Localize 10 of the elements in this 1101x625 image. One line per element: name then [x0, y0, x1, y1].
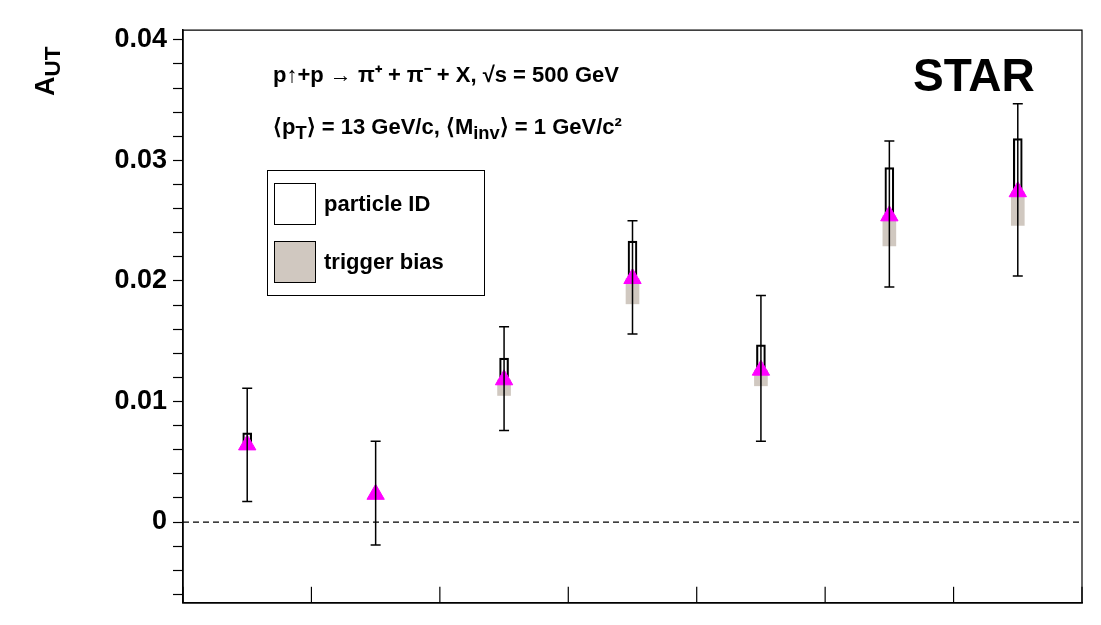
- annotation: ⟨p$_{T}$⟩ = 13 GeV/c, ⟨M$_{inv}$⟩ = 1 GeV/c²: [273, 114, 622, 145]
- legend-label: particle ID: [324, 191, 431, 218]
- y-tick-label: 0.04: [114, 23, 167, 54]
- y-tick-label: 0.03: [114, 143, 167, 174]
- y-tick-label: 0: [151, 505, 167, 536]
- y-tick-label: 0.01: [114, 384, 167, 415]
- legend-label: trigger bias: [324, 249, 444, 276]
- annotation: STAR: [913, 48, 1035, 103]
- annotation: p↑+p → π⁺ + π⁻ + X, √s = 500 GeV: [273, 61, 619, 89]
- y-tick-label: 0.02: [114, 264, 167, 295]
